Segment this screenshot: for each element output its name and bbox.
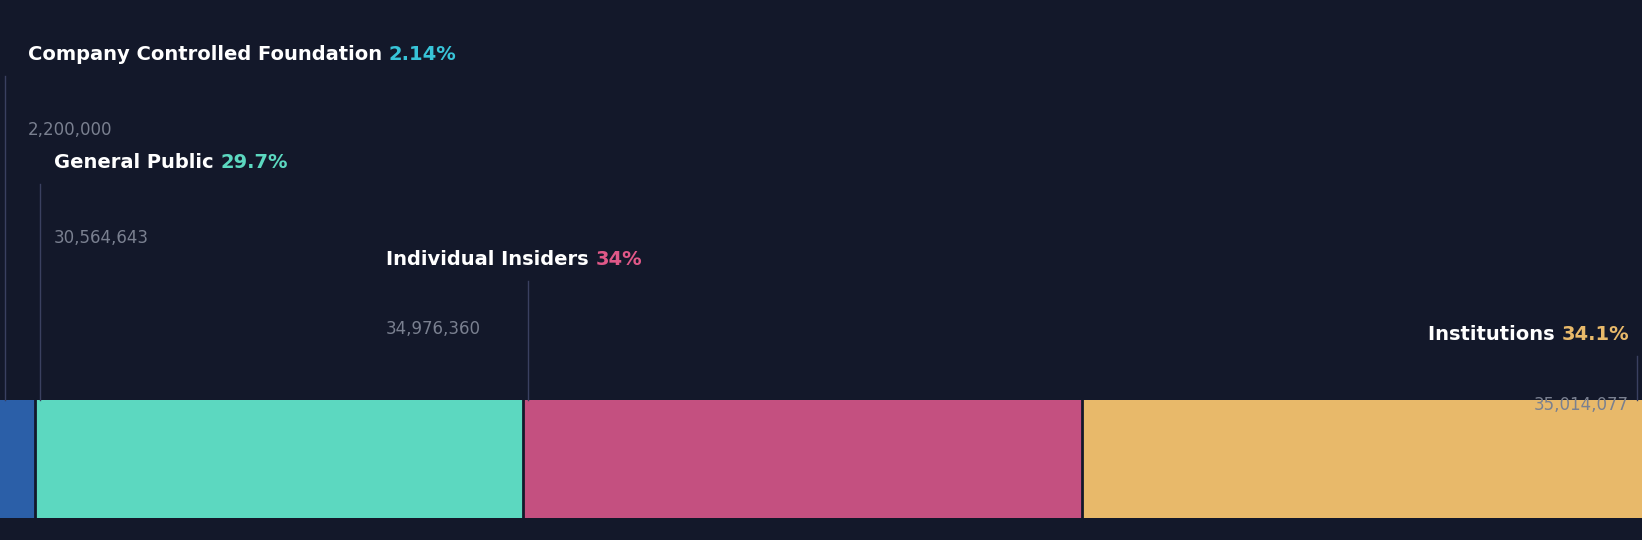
Text: Individual Insiders: Individual Insiders xyxy=(386,249,596,269)
Text: 34,976,360: 34,976,360 xyxy=(386,320,481,339)
Text: 2,200,000: 2,200,000 xyxy=(28,120,112,139)
Text: 34%: 34% xyxy=(596,249,642,269)
Text: 30,564,643: 30,564,643 xyxy=(54,228,149,247)
Text: Institutions: Institutions xyxy=(1429,325,1562,345)
Text: 35,014,077: 35,014,077 xyxy=(1534,396,1629,414)
Text: General Public: General Public xyxy=(54,152,220,172)
Text: 2.14%: 2.14% xyxy=(389,44,456,64)
Bar xyxy=(1082,400,1642,518)
Bar xyxy=(34,400,524,518)
Text: 34.1%: 34.1% xyxy=(1562,325,1629,345)
Bar xyxy=(0,400,34,518)
Text: Company Controlled Foundation: Company Controlled Foundation xyxy=(28,44,389,64)
Text: 29.7%: 29.7% xyxy=(220,152,287,172)
Bar xyxy=(524,400,1082,518)
